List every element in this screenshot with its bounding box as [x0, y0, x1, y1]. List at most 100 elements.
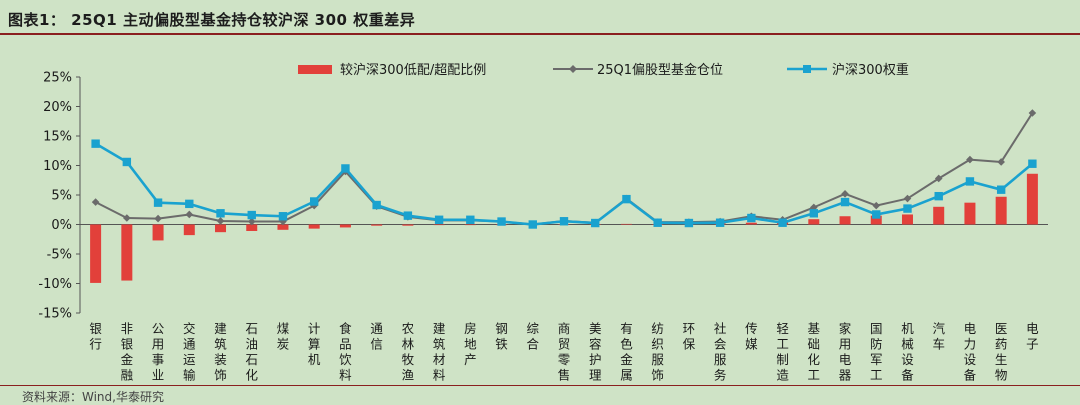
- series-line-diamond: [95, 112, 1034, 226]
- legend-swatch-hs300-marker: [803, 65, 811, 73]
- fund-point-25: [872, 201, 881, 210]
- x-tick-label-5: 石油石化: [245, 321, 258, 383]
- x-tick-label-20: 社会服务: [714, 321, 727, 383]
- fund-point-5: [247, 217, 256, 226]
- hs300-point-19: [684, 218, 694, 228]
- hs300-point-3: [185, 199, 194, 209]
- hs300-point-4: [216, 209, 225, 218]
- bar-10: [402, 224, 414, 226]
- x-tick-label-16: 美容护理: [589, 321, 602, 383]
- hs300-point-0: [91, 139, 100, 148]
- x-tick-label-21: 传媒: [745, 321, 758, 352]
- bar-2: [152, 224, 164, 241]
- footer-divider: [0, 385, 1080, 386]
- source-note: 资料来源：Wind,华泰研究: [22, 390, 164, 404]
- bar-30: [1026, 173, 1038, 225]
- x-tick-label-27: 汽车: [932, 321, 945, 352]
- x-tick-label-0: 银行: [89, 321, 102, 352]
- hs300-point-12: [466, 215, 475, 224]
- x-tick-label-3: 交通运输: [183, 321, 196, 383]
- bar-23: [808, 219, 820, 225]
- x-tick-label-26: 机械设备: [901, 321, 914, 383]
- bar-8: [339, 224, 351, 228]
- legend-label-hs300: 沪深300权重: [832, 62, 909, 78]
- hs300-point-18: [653, 218, 662, 227]
- x-tick-label-18: 纺织服饰: [651, 321, 664, 383]
- hs300-point-24: [840, 197, 850, 207]
- x-tick-label-13: 钢铁: [495, 321, 508, 352]
- hs300-point-26: [903, 204, 912, 213]
- bar-12: [464, 224, 476, 226]
- bar-0: [90, 224, 102, 283]
- hs300-point-30: [1028, 159, 1037, 168]
- x-tick-label-12: 房地产: [464, 321, 477, 367]
- bar-11: [433, 224, 445, 226]
- hs300-point-28: [965, 177, 975, 186]
- x-tick-label-29: 医药生物: [995, 321, 1008, 383]
- bar-6: [277, 224, 289, 230]
- x-tick-label-19: 环保: [683, 321, 696, 352]
- y-tick-label: 10%: [43, 159, 72, 174]
- x-tick-label-14: 综合: [527, 321, 540, 352]
- hs300-point-29: [996, 185, 1006, 194]
- hs300-point-17: [622, 194, 631, 204]
- fund-point-2: [154, 214, 162, 223]
- legend-swatch-fund-marker: [569, 65, 577, 73]
- y-tick-label: -15%: [38, 307, 72, 322]
- hs300-point-15: [559, 217, 569, 226]
- legend-swatch-bar: [298, 65, 332, 74]
- hs300-point-23: [809, 209, 819, 218]
- bar-27: [933, 206, 945, 225]
- bar-28: [964, 202, 976, 225]
- x-tick-label-7: 计算机: [308, 321, 321, 367]
- hs300-point-25: [872, 210, 881, 219]
- fund-point-29: [997, 158, 1005, 166]
- hs300-point-21: [747, 213, 756, 223]
- hs300-point-5: [247, 210, 256, 220]
- legend-label-fund: 25Q1偏股型基金仓位: [597, 62, 723, 78]
- fund-point-6: [279, 217, 287, 226]
- hs300-point-2: [153, 198, 163, 207]
- fund-point-30: [1028, 109, 1037, 117]
- y-tick-label: 25%: [43, 71, 72, 86]
- series-line-square: [94, 142, 1034, 226]
- bar-21: [745, 222, 757, 225]
- bar-26: [901, 214, 913, 225]
- bar-5: [246, 224, 258, 231]
- fund-point-27: [934, 174, 943, 183]
- bar-7: [308, 224, 320, 229]
- hs300-point-6: [278, 212, 288, 221]
- y-tick-label: 15%: [43, 130, 72, 145]
- bar-3: [183, 224, 195, 236]
- x-tick-label-11: 建筑材料: [433, 321, 446, 383]
- fund-point-28: [966, 155, 974, 164]
- hs300-point-10: [403, 211, 413, 220]
- bar-17: [620, 223, 632, 225]
- hs300-point-11: [434, 215, 444, 224]
- x-tick-label-2: 公用事业: [152, 321, 165, 383]
- chart-title: 图表1： 25Q1 主动偏股型基金持仓较沪深 300 权重差异: [8, 11, 416, 29]
- x-tick-label-22: 轻工制造: [776, 321, 789, 383]
- x-tick-label-15: 商贸零售: [558, 321, 571, 383]
- hs300-point-16: [591, 218, 600, 228]
- bar-29: [995, 196, 1007, 225]
- hs300-point-8: [341, 164, 350, 173]
- y-tick-label: 20%: [43, 100, 72, 115]
- bar-25: [870, 215, 882, 225]
- title-divider: [0, 33, 1080, 35]
- hs300-point-22: [778, 218, 787, 227]
- legend: 较沪深300低配/超配比例 25Q1偏股型基金仓位 沪深300权重: [298, 62, 909, 78]
- y-tick-label: 0%: [51, 218, 72, 233]
- x-tick-label-30: 电子: [1026, 321, 1039, 352]
- x-tick-label-28: 电力设备: [964, 321, 977, 383]
- fund-point-1: [123, 214, 131, 222]
- fund-point-3: [185, 210, 194, 219]
- fund-point-26: [903, 194, 912, 203]
- y-tick-label: 5%: [51, 189, 72, 204]
- y-tick-label: -5%: [47, 248, 72, 263]
- hs300-point-13: [497, 217, 506, 226]
- fund-point-4: [216, 217, 225, 225]
- x-tick-label-8: 食品饮料: [339, 321, 352, 383]
- x-tick-label-23: 基础化工: [808, 321, 821, 383]
- bar-4: [215, 224, 227, 233]
